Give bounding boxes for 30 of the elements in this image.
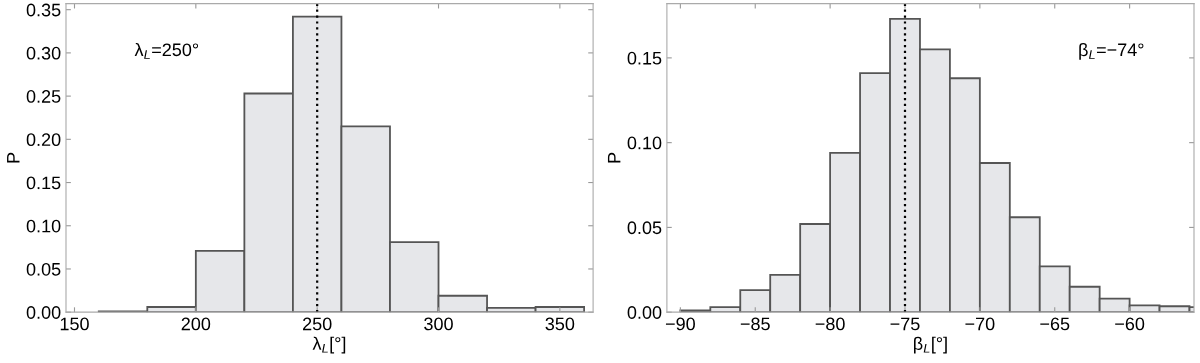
x-tick-label: −90 <box>665 317 695 331</box>
x-tick-label: −85 <box>740 317 770 331</box>
x-tick-label: 350 <box>545 317 575 331</box>
y-axis-title: P <box>7 152 20 163</box>
x-tick-label: −70 <box>965 317 995 331</box>
x-tick-label: −80 <box>815 317 845 331</box>
y-tick-label: 0.10 <box>26 219 61 233</box>
y-tick-label: 0.05 <box>26 262 61 276</box>
x-axis-title: β$_{L}$[°] <box>914 336 947 354</box>
x-tick-label: −75 <box>890 317 920 331</box>
y-axis-title: P <box>607 152 621 163</box>
x-tick-label: −65 <box>1040 317 1070 331</box>
y-tick-label: 0.00 <box>627 306 662 319</box>
y-tick-label: 0.20 <box>26 133 61 147</box>
annotation: β$_{L}$=−74° <box>1079 42 1144 60</box>
x-tick-label: 150 <box>60 317 89 331</box>
x-tick-label: 200 <box>181 317 211 331</box>
y-tick-label: 0.15 <box>26 176 61 190</box>
annotation: λ$_{L}$=250° <box>134 42 199 59</box>
y-tick-label: 0.10 <box>627 136 662 150</box>
x-tick-label: −60 <box>1115 317 1145 331</box>
x-tick-label: 300 <box>424 317 453 331</box>
y-tick-label: 0.35 <box>26 3 61 17</box>
y-tick-label: 0.00 <box>26 306 61 319</box>
y-tick-label: 0.30 <box>26 46 61 60</box>
y-tick-label: 0.25 <box>26 90 61 103</box>
y-tick-label: 0.05 <box>627 221 662 235</box>
x-tick-label: 250 <box>303 317 332 331</box>
x-axis-title: λ$_{L}$[°] <box>312 336 346 354</box>
y-tick-label: 0.15 <box>627 51 662 65</box>
